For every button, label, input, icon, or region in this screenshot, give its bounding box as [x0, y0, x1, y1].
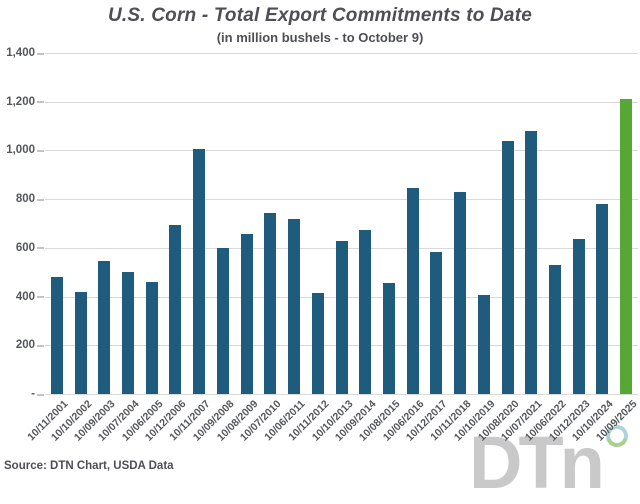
bar	[311, 292, 324, 394]
bar	[50, 277, 63, 394]
y-axis-tick	[37, 296, 44, 299]
bar	[98, 261, 111, 394]
dtn-watermark-text: DTn	[469, 421, 605, 504]
bar	[74, 291, 87, 394]
y-axis-tick	[37, 393, 44, 396]
bar	[193, 149, 206, 394]
gridline	[45, 101, 638, 103]
bar	[525, 130, 538, 394]
dtn-watermark-ring-icon	[605, 425, 628, 447]
bar	[477, 295, 490, 394]
y-axis-label: 200	[15, 339, 35, 352]
gridline	[45, 53, 638, 54]
gridline	[45, 394, 638, 395]
y-axis-label: 1,000	[6, 144, 35, 157]
bar	[501, 140, 514, 394]
y-axis-label: -	[31, 388, 35, 400]
gridline	[45, 199, 638, 201]
bar	[596, 204, 609, 394]
y-axis-tick	[37, 247, 44, 250]
y-axis-tick	[37, 344, 44, 347]
source-note: Source: DTN Chart, USDA Data	[4, 460, 174, 472]
bar	[216, 247, 229, 394]
bar	[169, 224, 182, 394]
gridline	[45, 150, 638, 152]
bar	[122, 272, 135, 394]
y-axis-tick	[37, 149, 44, 152]
bar	[430, 251, 443, 394]
y-axis-tick	[37, 198, 44, 201]
y-axis-tick	[37, 52, 44, 55]
y-axis-tick	[37, 101, 44, 104]
bar	[382, 283, 395, 394]
y-axis-label: 1,200	[6, 95, 35, 108]
bar	[335, 240, 348, 394]
y-axis-label: 1,400	[6, 47, 35, 59]
plot-area: -200 400 600 800 1,000 1,200 1,400 DTn 10/11/2…	[6, 47, 639, 500]
bar	[359, 229, 372, 394]
bar	[406, 188, 419, 394]
bar	[548, 264, 561, 394]
y-axis-label: 400	[15, 290, 35, 303]
dtn-watermark-logo: DTn	[469, 421, 631, 504]
y-axis-label: 600	[15, 241, 35, 254]
bar	[145, 281, 158, 394]
chart-title: U.S. Corn - Total Export Commitments to …	[107, 5, 532, 26]
bar	[240, 234, 253, 394]
y-axis-label: 800	[15, 193, 35, 206]
chart-subtitle: (in million bushels - to October 9)	[216, 30, 424, 45]
bar	[572, 239, 585, 394]
bar	[288, 218, 301, 394]
bar	[264, 212, 277, 394]
bar-highlight	[620, 99, 633, 394]
bar	[454, 191, 467, 394]
